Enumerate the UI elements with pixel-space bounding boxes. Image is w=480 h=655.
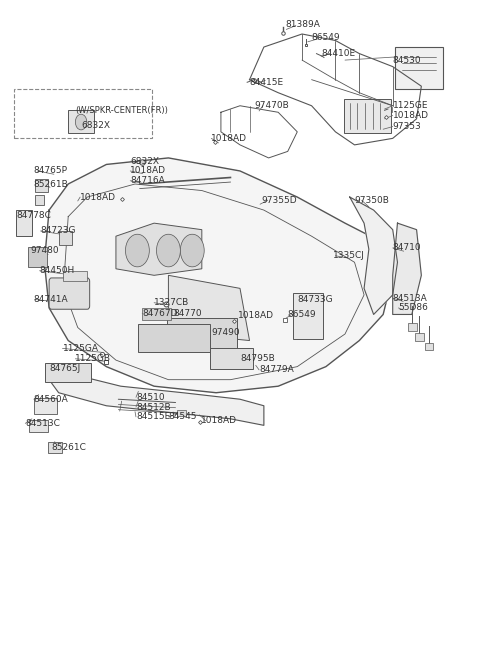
FancyBboxPatch shape (344, 99, 391, 133)
Text: 84510: 84510 (136, 393, 165, 402)
Text: 84515E: 84515E (136, 413, 170, 421)
FancyBboxPatch shape (49, 278, 90, 309)
Text: 97480: 97480 (30, 246, 59, 255)
Bar (63, 271, 87, 280)
FancyBboxPatch shape (293, 293, 323, 339)
Text: 97353: 97353 (393, 122, 421, 131)
Text: 1018AD: 1018AD (201, 417, 237, 425)
Text: 97470B: 97470B (254, 102, 289, 110)
Text: 6832X: 6832X (130, 157, 159, 166)
Text: 97355D: 97355D (262, 196, 297, 205)
Text: 84765J: 84765J (49, 364, 80, 373)
Bar (425, 343, 433, 350)
Bar (415, 333, 424, 341)
Polygon shape (49, 373, 264, 425)
Polygon shape (350, 197, 397, 314)
Text: 84560A: 84560A (34, 395, 69, 403)
Bar (35, 195, 44, 205)
Bar (68, 110, 95, 133)
Polygon shape (116, 223, 202, 275)
Circle shape (75, 114, 87, 130)
Text: 84741A: 84741A (34, 295, 69, 304)
Circle shape (156, 234, 180, 267)
Text: 86549: 86549 (288, 310, 316, 319)
Text: 1125GA: 1125GA (62, 344, 98, 353)
Polygon shape (44, 158, 393, 393)
Text: 84795B: 84795B (240, 354, 275, 364)
FancyBboxPatch shape (138, 324, 210, 352)
Text: 1335CJ: 1335CJ (333, 252, 365, 260)
Text: 1018AD: 1018AD (393, 111, 429, 120)
Text: 84779A: 84779A (259, 365, 294, 375)
Bar (35, 179, 48, 193)
Bar (177, 409, 186, 416)
Text: 86549: 86549 (312, 33, 340, 42)
Text: 84530: 84530 (393, 56, 421, 65)
Text: 84513A: 84513A (393, 293, 428, 303)
Bar (408, 323, 417, 331)
Text: 1018AD: 1018AD (130, 166, 166, 176)
Bar (29, 420, 48, 432)
Text: 84512B: 84512B (136, 403, 170, 411)
Bar (28, 248, 47, 267)
Text: 84767D: 84767D (142, 309, 178, 318)
FancyBboxPatch shape (167, 318, 237, 351)
Text: 1125GE: 1125GE (393, 102, 428, 110)
Circle shape (125, 234, 149, 267)
Text: 84770: 84770 (173, 309, 202, 318)
Text: 81389A: 81389A (285, 20, 320, 29)
Text: 84710: 84710 (393, 244, 421, 252)
Text: 84410E: 84410E (321, 49, 355, 58)
FancyBboxPatch shape (45, 364, 91, 382)
FancyBboxPatch shape (395, 47, 443, 90)
Bar (142, 308, 171, 320)
FancyBboxPatch shape (210, 348, 253, 369)
Text: 84716A: 84716A (130, 176, 165, 185)
Text: 84415E: 84415E (250, 79, 284, 87)
Bar (386, 107, 392, 111)
Text: 84778C: 84778C (17, 211, 51, 220)
Text: 85261C: 85261C (51, 443, 86, 452)
Bar (16, 210, 33, 236)
Polygon shape (393, 223, 421, 314)
Text: (W/SPKR-CENTER(FR)): (W/SPKR-CENTER(FR)) (75, 107, 168, 115)
Text: 84733G: 84733G (297, 295, 333, 304)
Text: 1018AD: 1018AD (80, 193, 116, 202)
Text: 84545: 84545 (168, 413, 197, 421)
Polygon shape (168, 275, 250, 341)
Text: 1018AD: 1018AD (238, 311, 274, 320)
Text: 97350B: 97350B (355, 196, 389, 205)
Text: 1018AD: 1018AD (211, 134, 247, 143)
Text: 84765P: 84765P (34, 166, 68, 176)
Text: 1125GB: 1125GB (75, 354, 111, 364)
Text: 85261B: 85261B (34, 179, 69, 189)
Bar (48, 442, 62, 453)
Text: 1327CB: 1327CB (154, 298, 189, 307)
Text: 84723G: 84723G (40, 227, 76, 235)
Text: 55D86: 55D86 (398, 303, 428, 312)
Bar (59, 231, 72, 246)
Text: 84450H: 84450H (39, 266, 75, 275)
Text: 97490: 97490 (211, 328, 240, 337)
Bar (34, 398, 57, 414)
Text: 6832X: 6832X (82, 121, 110, 130)
Text: 84513C: 84513C (25, 419, 60, 428)
Circle shape (180, 234, 204, 267)
